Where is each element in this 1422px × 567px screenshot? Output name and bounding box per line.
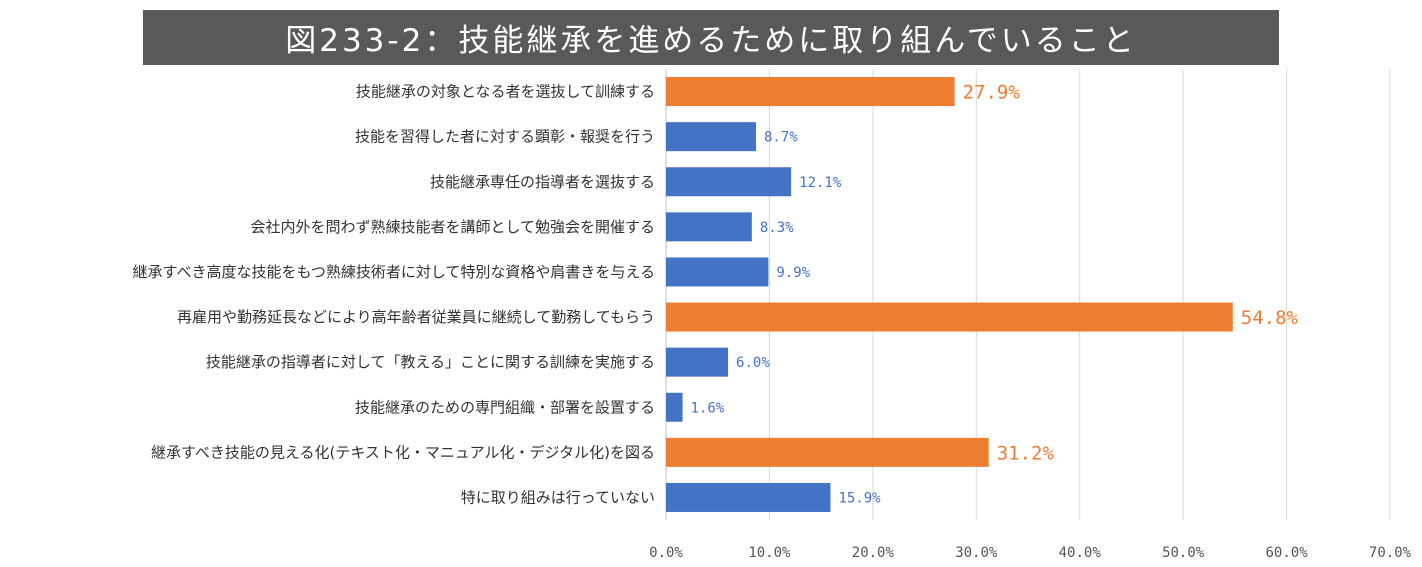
value-label: 1.6% [691, 400, 725, 416]
category-label: 技能継承専任の指導者を選抜する [430, 173, 655, 191]
bar [666, 122, 756, 152]
value-label: 9.9% [776, 265, 810, 281]
x-tick-label: 0.0% [649, 545, 683, 561]
value-label: 6.0% [736, 355, 770, 371]
bar [666, 347, 729, 377]
value-label: 31.2% [997, 442, 1055, 464]
value-label: 8.3% [760, 220, 794, 236]
bar [666, 212, 752, 242]
x-tick-label: 70.0% [1369, 545, 1412, 561]
bar [666, 77, 955, 107]
category-label: 継承すべき高度な技能をもつ熟練技術者に対して特別な資格や肩書きを与える [133, 263, 655, 281]
category-label: 継承すべき技能の見える化(テキスト化・マニュアル化・デジタル化)を図る [151, 443, 655, 461]
bar [666, 482, 831, 512]
bar [666, 392, 683, 422]
value-label: 15.9% [838, 490, 881, 506]
category-label: 技能を習得した者に対する顕彰・報奨を行う [355, 128, 655, 146]
category-label: 会社内外を問わず熟練技能者を講師として勉強会を開催する [250, 218, 655, 236]
x-tick-label: 20.0% [852, 545, 895, 561]
value-label: 12.1% [799, 175, 842, 191]
chart-title: 図233-2：技能継承を進めるために取り組んでいること [143, 10, 1279, 65]
x-tick-label: 60.0% [1265, 545, 1308, 561]
x-tick-label: 30.0% [955, 545, 998, 561]
x-tick-label: 10.0% [748, 545, 791, 561]
x-tick-label: 50.0% [1162, 545, 1205, 561]
x-tick-label: 40.0% [1059, 545, 1102, 561]
category-label: 技能継承のための専門組織・部署を設置する [355, 398, 655, 416]
bar [666, 167, 792, 197]
bar [666, 302, 1233, 332]
value-label: 8.7% [764, 130, 798, 146]
category-label: 再雇用や勤務延長などにより高年齢者従業員に継続して勤務してもらう [177, 308, 655, 326]
bar [666, 257, 769, 287]
bar [666, 437, 989, 467]
category-label: 技能継承の対象となる者を選抜して訓練する [356, 83, 655, 101]
category-label: 技能継承の指導者に対して「教える」ことに関する訓練を実施する [206, 353, 655, 371]
value-label: 54.8% [1241, 307, 1299, 329]
value-label: 27.9% [963, 82, 1021, 104]
category-label: 特に取り組みは行っていない [461, 488, 655, 506]
